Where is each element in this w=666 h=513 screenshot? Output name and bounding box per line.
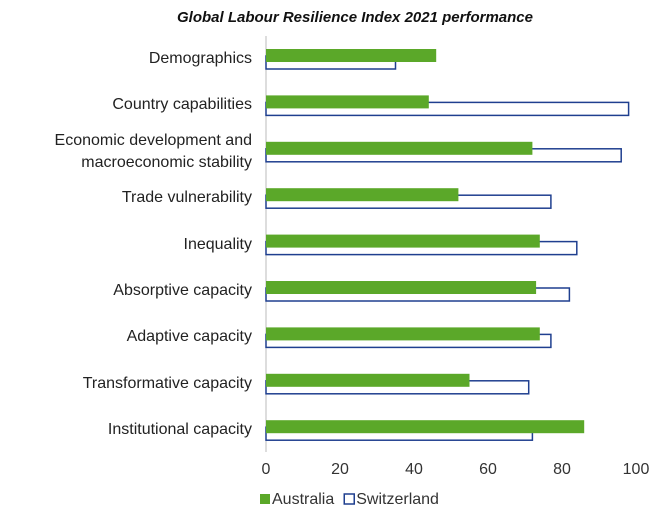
legend-swatch bbox=[343, 493, 355, 505]
x-tick-label: 0 bbox=[262, 461, 271, 478]
bar bbox=[266, 188, 459, 202]
x-tick-label: 60 bbox=[479, 461, 497, 478]
x-tick-label: 20 bbox=[331, 461, 349, 478]
bar bbox=[266, 281, 537, 294]
bar bbox=[266, 420, 585, 434]
bar bbox=[266, 141, 533, 155]
legend-label: Switzerland bbox=[356, 491, 439, 508]
y-tick-label: Adaptive capacity bbox=[126, 328, 252, 346]
x-tick-label: 80 bbox=[553, 461, 571, 478]
legend-swatch bbox=[260, 494, 270, 504]
bar bbox=[266, 49, 437, 62]
x-tick-label: 40 bbox=[405, 461, 423, 478]
chart-title: Global Labour Resilience Index 2021 perf… bbox=[177, 9, 533, 26]
y-tick-label: Economic development and macroeconomic s… bbox=[54, 131, 252, 171]
y-tick-label: Absorptive capacity bbox=[113, 282, 252, 299]
y-tick-label: Institutional capacity bbox=[107, 421, 252, 439]
x-tick-label: 100 bbox=[623, 461, 650, 478]
legend-label: Australia bbox=[272, 491, 334, 508]
y-tick-label: Trade vulnerability bbox=[121, 189, 252, 207]
bar bbox=[266, 373, 470, 387]
y-tick-label: Transformative capacity bbox=[82, 374, 252, 392]
bar bbox=[266, 234, 540, 248]
y-tick-label: Inequality bbox=[183, 235, 253, 253]
bar bbox=[266, 95, 429, 109]
bar bbox=[266, 327, 540, 341]
y-tick-label: Demographics bbox=[148, 50, 252, 67]
y-tick-label: Country capabilities bbox=[112, 96, 252, 114]
